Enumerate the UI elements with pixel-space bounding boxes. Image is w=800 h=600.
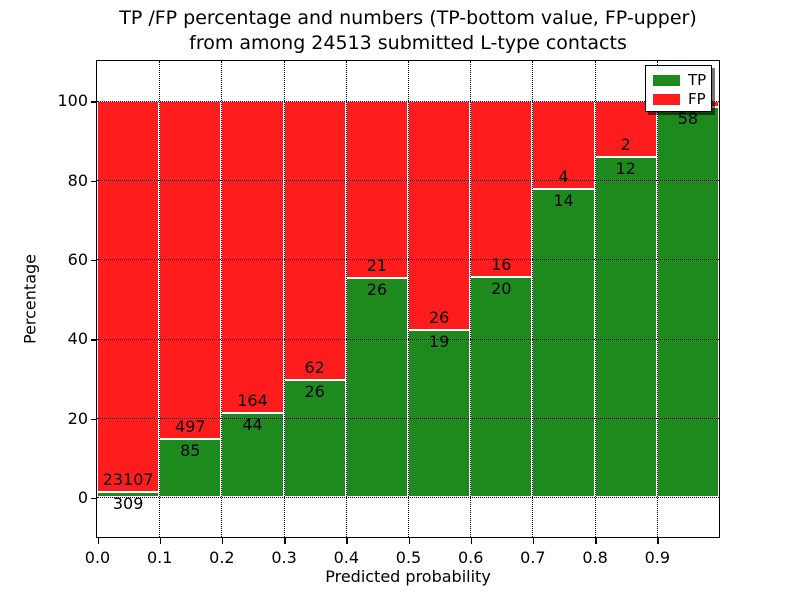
fp-count-label: 21 (366, 255, 388, 275)
x-tick-label: 0.1 (146, 548, 173, 567)
fp-count-label: 2 (620, 135, 631, 155)
fp-count-label: 4 (558, 166, 569, 186)
x-tick-label: 0.5 (395, 548, 422, 567)
x-tick-label: 0.9 (644, 548, 671, 567)
tp-count-label: 20 (491, 278, 512, 298)
legend: TP FP (645, 65, 712, 112)
y-tick-label: 60 (67, 249, 88, 269)
bar-fp-segment (408, 100, 471, 330)
y-tick-label: 100 (57, 91, 88, 111)
x-tick-label: 0.7 (520, 548, 546, 567)
fp-count-label: 26 (428, 307, 450, 327)
vertical-gridline (594, 61, 596, 537)
fp-legend-label: FP (688, 90, 706, 108)
bar-fp-segment (470, 100, 533, 277)
x-tick-mark (221, 537, 224, 544)
bar-tp-segment (221, 413, 284, 498)
x-tick-label: 0.4 (333, 548, 360, 567)
tp-count-label: 26 (304, 382, 325, 402)
vertical-gridline (656, 61, 658, 537)
bar-tp-segment (470, 276, 533, 498)
y-tick-label: 20 (67, 408, 88, 428)
tp-count-label: 85 (180, 441, 201, 461)
x-tick-label: 0.6 (457, 548, 484, 567)
vertical-gridline (470, 61, 472, 537)
tp-count-label: 19 (428, 331, 450, 351)
bar-fp-segment (345, 100, 408, 278)
tp-count-label: 14 (553, 190, 574, 210)
tp-count-label: 44 (242, 415, 263, 435)
y-tick-mark (91, 259, 97, 262)
x-tick-mark (470, 537, 473, 544)
bar-tp-segment (283, 380, 346, 498)
bar-tp-segment (408, 329, 471, 498)
y-tick-mark (91, 101, 97, 103)
x-tick-label: 0.8 (582, 548, 608, 567)
legend-item-tp: TP (653, 71, 711, 90)
y-tick-label: 80 (67, 170, 88, 190)
vertical-gridline (408, 61, 409, 537)
y-axis-label: Percentage (20, 253, 40, 345)
tp-count-label: 12 (615, 159, 636, 179)
vertical-gridline (345, 61, 347, 537)
x-tick-mark (97, 537, 99, 544)
legend-item-fp: FP (653, 90, 711, 109)
bar-tp-segment (345, 277, 408, 498)
tp-count-label: 58 (677, 109, 699, 129)
y-tick-label: 0 (77, 487, 88, 507)
y-tick-mark (91, 180, 97, 182)
vertical-gridline (221, 61, 223, 537)
x-tick-mark (159, 537, 162, 544)
bar-fp-segment (97, 100, 160, 493)
x-tick-mark (657, 537, 659, 544)
fp-count-label: 62 (304, 358, 325, 378)
chart-title-line1: TP /FP percentage and numbers (TP-bottom… (119, 7, 697, 29)
fp-count-label: 23107 (102, 470, 154, 490)
plot-canvas: 23107 309 497 85 164 44 62 26 21 26 26 19 16 20 4 14 2 12… (97, 61, 719, 537)
fp-legend-swatch (653, 94, 680, 105)
chart-title-line2: from among 24513 submitted L-type contac… (189, 32, 627, 54)
bar-tp-segment (97, 492, 160, 498)
x-tick-mark (532, 537, 535, 544)
x-axis-label: Predicted probability (325, 567, 491, 586)
vertical-gridline (283, 61, 285, 537)
plot-area: 23107 309 497 85 164 44 62 26 21 26 26 19 16 20 4 14 2 12… (96, 60, 720, 538)
y-tick-mark (91, 497, 97, 500)
fp-count-label: 497 (175, 417, 206, 437)
x-tick-mark (284, 537, 286, 544)
x-tick-mark (595, 537, 597, 544)
x-tick-mark (346, 537, 348, 544)
vertical-gridline (159, 61, 161, 537)
fp-count-label: 16 (491, 254, 512, 274)
tp-legend-label: TP (688, 71, 707, 89)
bar-tp-segment (532, 188, 595, 498)
y-tick-mark (91, 418, 97, 420)
bar-fp-segment (221, 100, 284, 414)
vertical-gridline (532, 61, 534, 537)
x-tick-label: 0.0 (84, 548, 111, 567)
tp-count-label: 309 (112, 494, 144, 514)
bar-fp-segment (159, 100, 222, 440)
y-tick-mark (91, 339, 97, 341)
y-tick-label: 40 (67, 329, 88, 349)
x-tick-mark (408, 537, 410, 544)
x-tick-label: 0.2 (209, 548, 235, 567)
tp-count-label: 26 (366, 279, 388, 299)
x-tick-label: 0.3 (271, 548, 297, 567)
fp-count-label: 164 (237, 391, 268, 411)
tp-legend-swatch (653, 75, 680, 86)
